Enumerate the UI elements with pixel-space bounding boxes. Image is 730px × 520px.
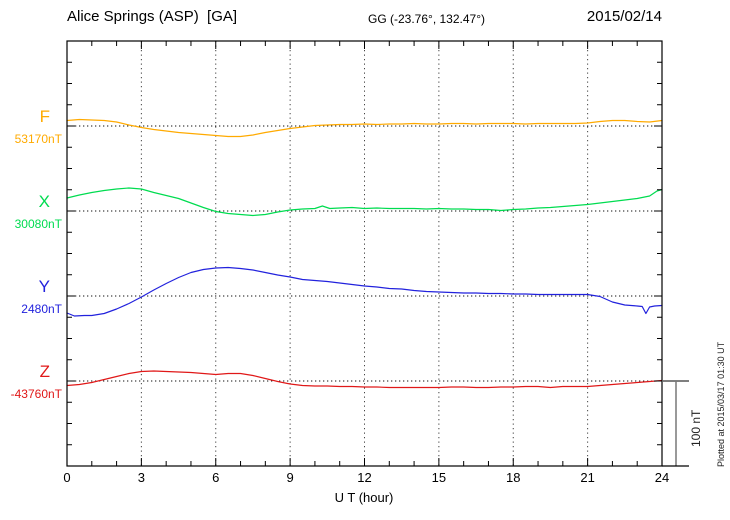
channel-value-x: 30080nT [14,217,62,231]
channel-value-z: -43760nT [10,387,62,401]
x-tick-label: 6 [212,470,220,485]
x-tick-label: 3 [137,470,145,485]
scale-bar-label: 100 nT [689,409,703,447]
station-title: Alice Springs (ASP) [GA] [67,8,238,25]
x-tick-label: 21 [580,470,595,485]
x-tick-label: 15 [431,470,447,485]
x-tick-label: 24 [654,470,670,485]
x-tick-label: 12 [357,470,372,485]
curve-f [66,118,663,138]
x-axis-title: U T (hour) [334,490,394,505]
x-tick-label: 0 [63,470,71,485]
channel-label-y: Y [38,277,50,296]
geo-coordinates: GG (-23.76°, 132.47°) [368,12,485,26]
channel-value-y: 2480nT [21,302,62,316]
channel-value-f: 53170nT [14,132,62,146]
curve-x [66,187,663,217]
plotted-at-note: Plotted at 2015/03/17 01:30 UT [716,341,726,467]
x-tick-label: 9 [286,470,294,485]
curve-z [66,370,663,389]
channel-label-z: Z [39,362,50,381]
x-tick-label: 18 [506,470,521,485]
plot-date: 2015/02/14 [586,8,662,25]
curve-y [66,266,663,317]
channel-label-f: F [39,107,50,126]
channel-label-x: X [38,192,50,211]
